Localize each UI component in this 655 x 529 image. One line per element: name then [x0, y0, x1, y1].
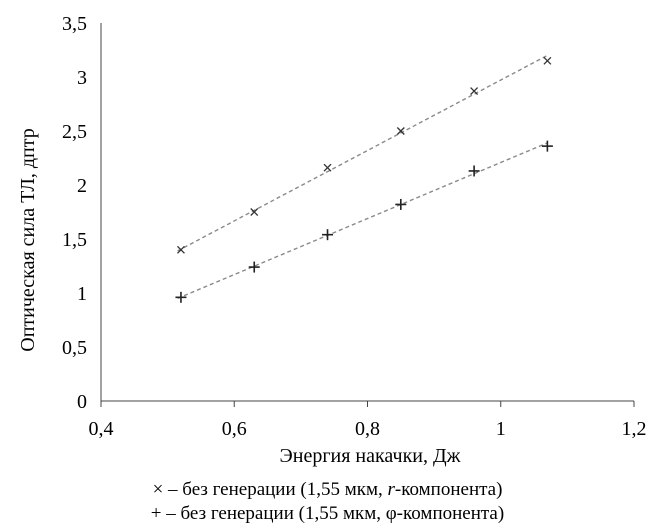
legend-text-r-pre: – без генерации (1,55 мкм, — [163, 479, 388, 500]
x-tick-label: 0,4 — [89, 418, 114, 440]
y-tick-label: 0 — [77, 391, 87, 413]
plus-marker — [248, 261, 260, 273]
x-tick-label: 1,2 — [622, 418, 647, 440]
y-tick-label: 1 — [77, 283, 87, 305]
plus-marker — [395, 198, 407, 210]
legend-marker-plus: + — [150, 503, 162, 524]
x-marker-stroke — [250, 208, 259, 216]
x-marker — [396, 127, 405, 135]
trendlines — [177, 54, 548, 300]
data-markers — [175, 56, 553, 303]
axes: 0,4 0,6 0,8 1 1,2 0 0,5 1 1,5 2 2,5 3 3,5 — [62, 13, 647, 440]
x-tick-label: 0,8 — [355, 418, 380, 440]
x-marker-stroke — [323, 163, 332, 172]
x-marker-stroke — [470, 87, 479, 95]
x-marker — [323, 163, 332, 172]
trendline-r — [177, 54, 548, 252]
x-marker — [543, 56, 552, 65]
plus-marker — [322, 229, 334, 241]
x-marker-stroke — [543, 56, 552, 65]
x-axis-title: Энергия накачки, Дж — [280, 445, 461, 467]
legend: × – без генерации (1,55 мкм, r-компонент… — [0, 478, 655, 526]
legend-text-r-post: -компонента) — [394, 479, 503, 500]
x-tick-label: 0,6 — [222, 418, 247, 440]
legend-marker-x: × — [152, 479, 164, 500]
y-tick-label: 2 — [77, 175, 87, 197]
plus-marker — [175, 291, 187, 303]
x-marker-stroke — [176, 245, 185, 254]
x-marker — [470, 87, 479, 95]
chart: 0,4 0,6 0,8 1 1,2 0 0,5 1 1,5 2 2,5 3 3,5 Энергия на… — [17, 13, 647, 467]
x-tick-label: 1 — [496, 418, 506, 440]
legend-text-r-var: r — [387, 479, 395, 500]
trendline-phi — [177, 142, 548, 300]
legend-entry-r: × – без генерации (1,55 мкм, r-компонент… — [0, 478, 655, 502]
y-tick-label: 0,5 — [62, 337, 87, 359]
y-tick-label: 2,5 — [62, 121, 87, 143]
y-tick-label: 1,5 — [62, 229, 87, 251]
x-marker-stroke — [396, 127, 405, 135]
x-marker — [250, 208, 259, 216]
legend-text-phi: – без генерации (1,55 мкм, φ-компонента) — [161, 503, 505, 524]
plus-marker — [468, 165, 480, 177]
y-axis-title: Оптическая сила ТЛ, дптр — [17, 128, 39, 351]
y-tick-label: 3,5 — [62, 13, 87, 35]
plus-marker — [541, 140, 553, 152]
y-tick-label: 3 — [77, 67, 87, 89]
legend-entry-phi: + – без генерации (1,55 мкм, φ-компонент… — [0, 502, 655, 526]
x-marker — [176, 245, 185, 254]
